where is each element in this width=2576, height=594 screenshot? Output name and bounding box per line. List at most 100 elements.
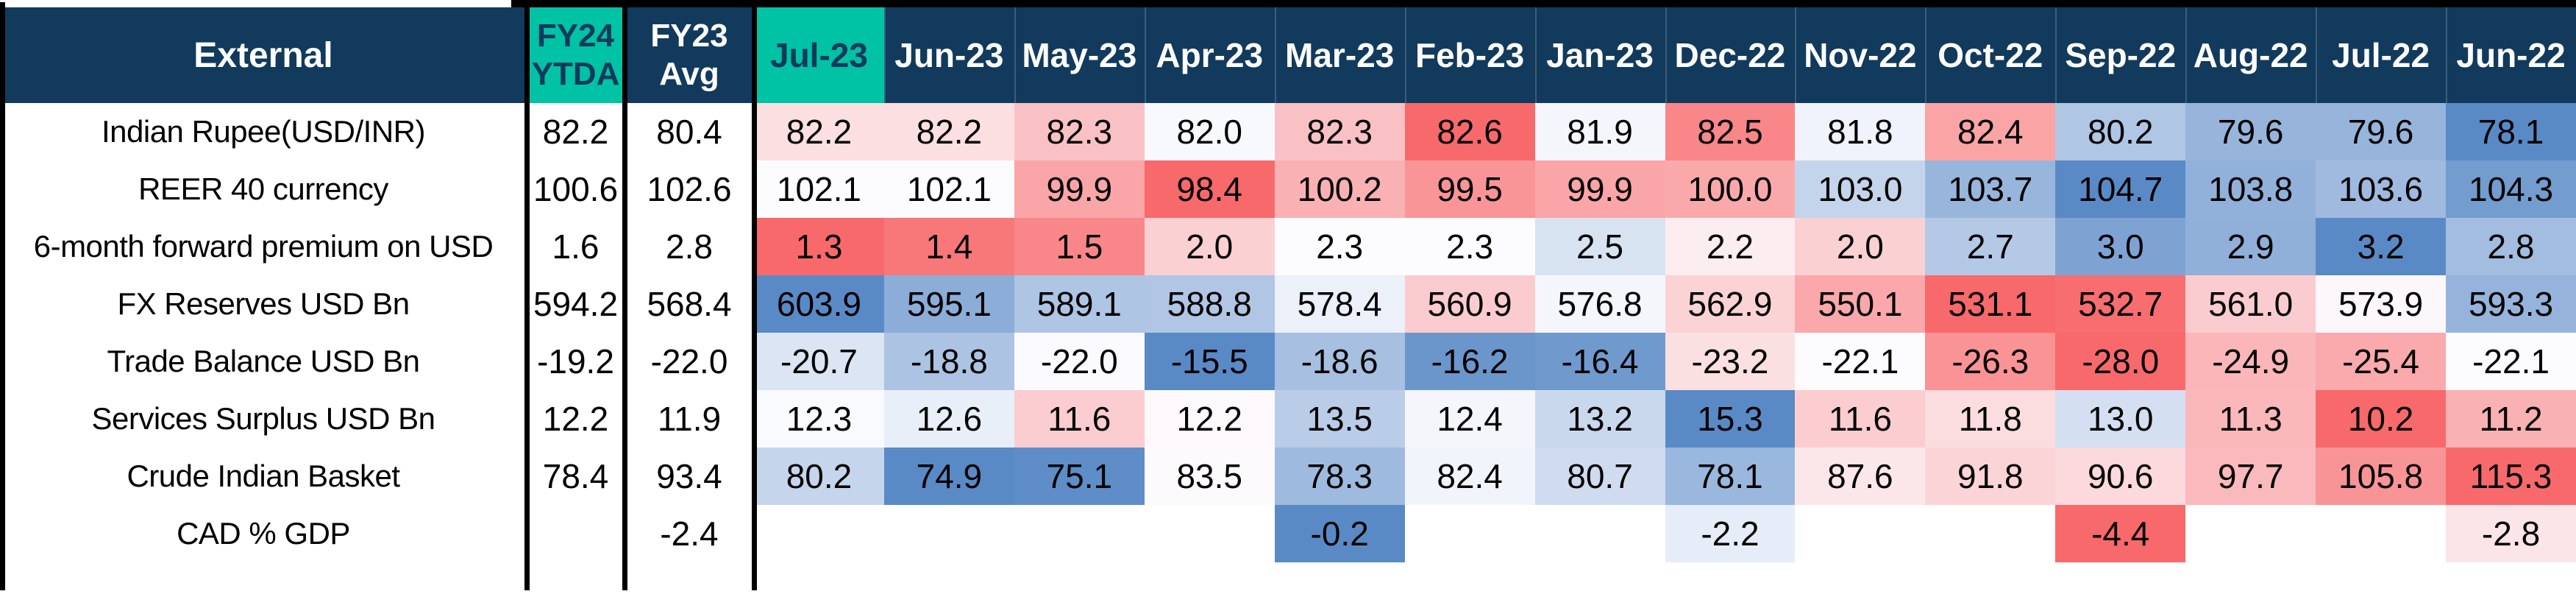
cell-value: 560.9 xyxy=(1404,275,1535,333)
cell-value: 82.4 xyxy=(1404,448,1535,505)
cell-value: 11.3 xyxy=(2185,390,2316,448)
cell-fy24-ytda: 594.2 xyxy=(527,275,625,333)
cell-fy23-avg: 93.4 xyxy=(625,448,754,505)
border-fy24-fy23 xyxy=(622,2,627,590)
cell-value: 82.4 xyxy=(1925,103,2056,160)
cell-value: -28.0 xyxy=(2055,333,2186,390)
cell-value xyxy=(754,505,884,562)
header-month-feb-23: Feb-23 xyxy=(1404,7,1535,103)
cell-value: 1.3 xyxy=(754,218,884,275)
cell-value: 105.8 xyxy=(2316,448,2447,505)
cell-value: 78.3 xyxy=(1274,448,1405,505)
cell-value: 102.1 xyxy=(883,160,1014,218)
cell-value: 12.6 xyxy=(883,390,1014,448)
header-month-mar-23: Mar-23 xyxy=(1274,7,1405,103)
header-external: External xyxy=(0,7,527,103)
cell-value xyxy=(2185,505,2316,562)
cell-value: -25.4 xyxy=(2316,333,2447,390)
row-label: 6-month forward premium on USD xyxy=(0,218,527,275)
cell-value: -2.8 xyxy=(2446,505,2576,562)
cell-value: 82.2 xyxy=(754,103,884,160)
heatmap-table: External FY24 YTDA FY23 Avg Jul-23 Jun-23 May-2… xyxy=(0,7,2576,594)
border-left-edge xyxy=(0,2,5,590)
cell-value: 589.1 xyxy=(1014,275,1145,333)
cell-value: 11.6 xyxy=(1014,390,1145,448)
cell-value: 82.3 xyxy=(1014,103,1145,160)
cell-value: 12.4 xyxy=(1404,390,1535,448)
cell-value xyxy=(1404,505,1535,562)
cell-value: 13.2 xyxy=(1534,390,1665,448)
cell-fy24-ytda xyxy=(527,505,625,562)
cell-value: 13.0 xyxy=(2055,390,2186,448)
header-month-jul-22: Jul-22 xyxy=(2316,7,2447,103)
cell-value: -23.2 xyxy=(1665,333,1796,390)
cell-value: 78.1 xyxy=(2446,103,2576,160)
cell-value: 79.6 xyxy=(2185,103,2316,160)
cell-value: 2.3 xyxy=(1274,218,1405,275)
cell-value: 82.5 xyxy=(1665,103,1796,160)
cell-value xyxy=(1795,505,1926,562)
cell-value: 576.8 xyxy=(1534,275,1665,333)
cell-fy23-avg: -2.4 xyxy=(625,505,754,562)
cell-value: 593.3 xyxy=(2446,275,2576,333)
cell-value: 2.0 xyxy=(1144,218,1275,275)
header-month-jul-23: Jul-23 xyxy=(754,7,884,103)
row-label: Trade Balance USD Bn xyxy=(0,333,527,390)
cell-value: 74.9 xyxy=(883,448,1014,505)
cell-value xyxy=(1534,505,1665,562)
cell-value: 81.9 xyxy=(1534,103,1665,160)
cell-value: 595.1 xyxy=(883,275,1014,333)
cell-value: 562.9 xyxy=(1665,275,1796,333)
cell-value: 12.2 xyxy=(1144,390,1275,448)
cell-value: -22.0 xyxy=(1014,333,1145,390)
cell-value: 103.6 xyxy=(2316,160,2447,218)
header-fy24_ytda: FY24 YTDA xyxy=(527,7,625,103)
cell-value: 578.4 xyxy=(1274,275,1405,333)
cell-value: -22.1 xyxy=(2446,333,2576,390)
cell-value: 100.2 xyxy=(1274,160,1405,218)
cell-value: 81.8 xyxy=(1795,103,1926,160)
cell-value: 103.7 xyxy=(1925,160,2056,218)
cell-value: 83.5 xyxy=(1144,448,1275,505)
cell-value: 11.2 xyxy=(2446,390,2576,448)
cell-value: 11.6 xyxy=(1795,390,1926,448)
cell-value: 103.0 xyxy=(1795,160,1926,218)
cell-value: 104.7 xyxy=(2055,160,2186,218)
cell-value: 2.3 xyxy=(1404,218,1535,275)
cell-value: 80.7 xyxy=(1534,448,1665,505)
cell-value: 603.9 xyxy=(754,275,884,333)
row-label: CAD % GDP xyxy=(0,505,527,562)
cell-fy24-ytda: 78.4 xyxy=(527,448,625,505)
header-month-jun-23: Jun-23 xyxy=(883,7,1014,103)
cell-value: 78.1 xyxy=(1665,448,1796,505)
top-border-bar xyxy=(511,0,2576,7)
header-fy23_avg-line1: FY23 xyxy=(650,18,728,54)
cell-value: -18.8 xyxy=(883,333,1014,390)
cell-value: 99.9 xyxy=(1534,160,1665,218)
cell-fy23-avg: -22.0 xyxy=(625,333,754,390)
header-month-jun-22: Jun-22 xyxy=(2446,7,2576,103)
cell-value: 1.4 xyxy=(883,218,1014,275)
cell-value: 80.2 xyxy=(2055,103,2186,160)
header-fy24_ytda-line1: FY24 xyxy=(536,18,615,54)
header-fy23_avg-line2: Avg xyxy=(659,56,719,92)
cell-value xyxy=(1144,505,1275,562)
cell-fy23-avg: 2.8 xyxy=(625,218,754,275)
row-label: Indian Rupee(USD/INR) xyxy=(0,103,527,160)
cell-value: -4.4 xyxy=(2055,505,2186,562)
header-month-aug-22: Aug-22 xyxy=(2185,7,2316,103)
cell-fy23-avg: 568.4 xyxy=(625,275,754,333)
cell-fy24-ytda: 12.2 xyxy=(527,390,625,448)
row-label: FX Reserves USD Bn xyxy=(0,275,527,333)
cell-value: 532.7 xyxy=(2055,275,2186,333)
cell-value xyxy=(1925,505,2056,562)
cell-value: 79.6 xyxy=(2316,103,2447,160)
cell-value: -22.1 xyxy=(1795,333,1926,390)
cell-fy23-avg: 80.4 xyxy=(625,103,754,160)
cell-value: 90.6 xyxy=(2055,448,2186,505)
header-month-oct-22: Oct-22 xyxy=(1925,7,2056,103)
row-label: REER 40 currency xyxy=(0,160,527,218)
cell-value: -20.7 xyxy=(754,333,884,390)
row-label: Crude Indian Basket xyxy=(0,448,527,505)
cell-value: 100.0 xyxy=(1665,160,1796,218)
